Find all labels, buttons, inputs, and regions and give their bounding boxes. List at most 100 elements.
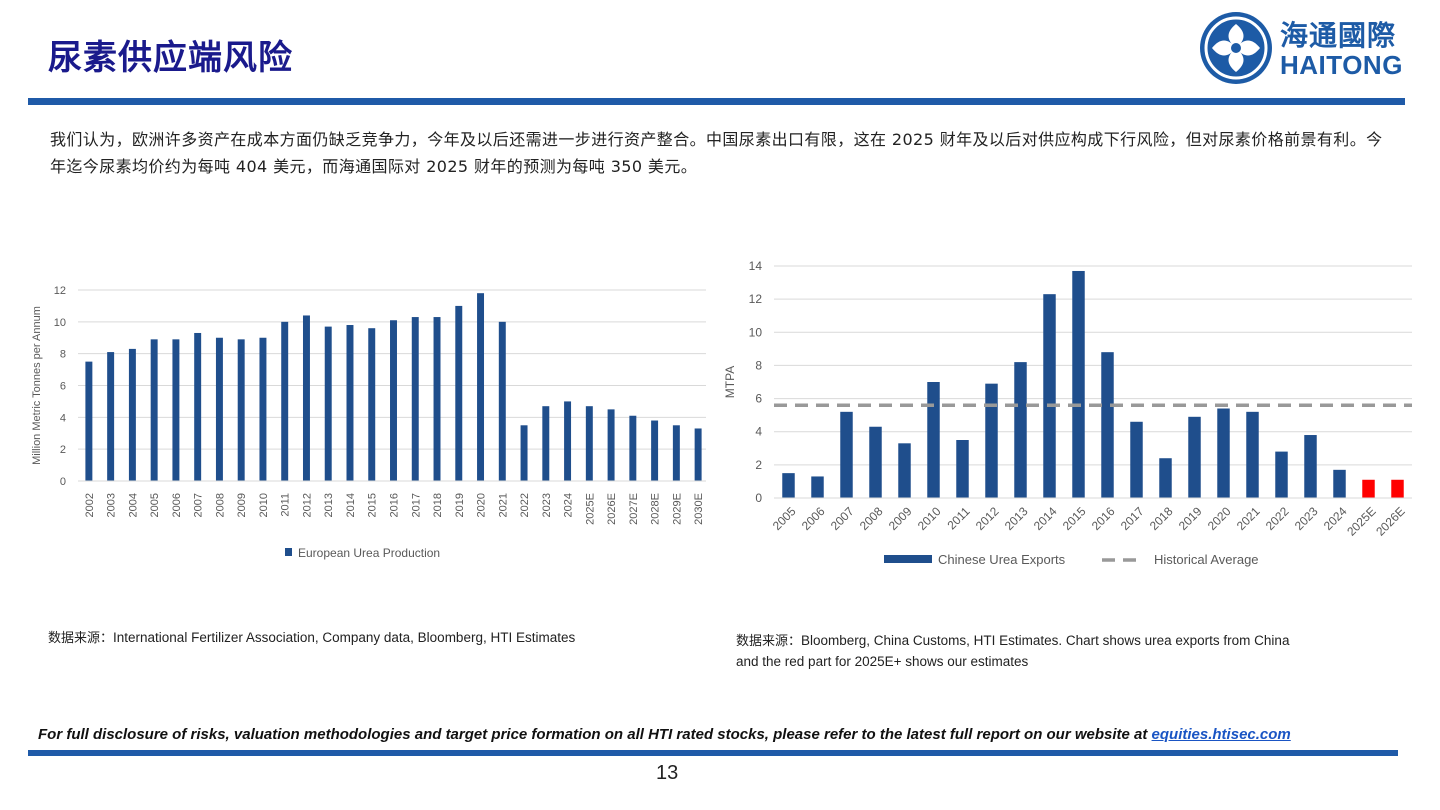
y-tick-label: 8 bbox=[60, 349, 66, 361]
x-tick-label: 2002 bbox=[84, 493, 96, 517]
bar bbox=[782, 473, 795, 498]
left-chart-source: 数据来源：International Fertilizer Associatio… bbox=[48, 628, 575, 649]
x-tick-label: 2008 bbox=[214, 493, 226, 517]
x-tick-label: 2021 bbox=[1234, 504, 1263, 533]
x-tick-label: 2015 bbox=[367, 493, 379, 517]
bar bbox=[390, 320, 397, 481]
x-tick-label: 2022 bbox=[519, 493, 531, 517]
logo-text-english: HAITONG bbox=[1280, 50, 1403, 80]
x-tick-label: 2007 bbox=[193, 493, 205, 517]
bar bbox=[1188, 416, 1201, 498]
x-tick-label: 2012 bbox=[973, 504, 1002, 533]
x-tick-label: 2020 bbox=[1205, 504, 1234, 533]
bar bbox=[150, 339, 158, 481]
bar bbox=[259, 337, 267, 481]
x-tick-label: 2004 bbox=[127, 493, 139, 517]
bar bbox=[237, 339, 245, 481]
y-tick-label: 0 bbox=[755, 491, 762, 505]
y-tick-label: 4 bbox=[755, 425, 762, 439]
x-tick-label: 2010 bbox=[915, 504, 944, 533]
x-tick-label: 2022 bbox=[1263, 504, 1292, 533]
bar bbox=[1159, 458, 1172, 498]
bar bbox=[1101, 352, 1114, 498]
right-source-text-line2: and the red part for 2025E+ shows our es… bbox=[736, 654, 1029, 669]
x-tick-label: 2009 bbox=[236, 493, 248, 517]
bar bbox=[672, 425, 680, 481]
page-title: 尿素供应端风险 bbox=[48, 38, 293, 78]
bar bbox=[1043, 294, 1056, 498]
x-tick-label: 2026E bbox=[1373, 504, 1407, 538]
x-tick-label: 2021 bbox=[497, 493, 509, 517]
y-tick-label: 4 bbox=[60, 412, 66, 424]
y-tick-label: 6 bbox=[60, 381, 66, 393]
x-tick-label: 2009 bbox=[886, 504, 915, 533]
bar bbox=[346, 325, 354, 481]
legend-label: Chinese Urea Exports bbox=[938, 552, 1066, 567]
bar bbox=[840, 411, 853, 498]
bar bbox=[1362, 479, 1375, 498]
right-source-text-line1: Bloomberg, China Customs, HTI Estimates.… bbox=[801, 633, 1290, 648]
bar bbox=[128, 348, 136, 481]
x-tick-label: 2023 bbox=[541, 493, 553, 517]
legend-label: Historical Average bbox=[1154, 552, 1259, 567]
x-tick-label: 2027E bbox=[628, 493, 640, 525]
x-tick-label: 2017 bbox=[410, 493, 422, 517]
bar bbox=[811, 476, 824, 498]
x-tick-label: 2020 bbox=[476, 493, 488, 517]
bar bbox=[455, 305, 463, 481]
y-tick-label: 12 bbox=[54, 285, 66, 297]
bar bbox=[927, 382, 940, 498]
bar bbox=[651, 420, 659, 481]
x-tick-label: 2023 bbox=[1292, 504, 1321, 533]
bar bbox=[1275, 451, 1288, 498]
x-tick-label: 2025E bbox=[1344, 504, 1378, 538]
y-axis-label: Million Metric Tonnes per Annum bbox=[31, 306, 43, 465]
bar bbox=[281, 321, 289, 481]
x-tick-label: 2025E bbox=[584, 493, 596, 525]
x-tick-label: 2016 bbox=[389, 493, 401, 517]
x-tick-label: 2014 bbox=[345, 493, 357, 517]
y-tick-label: 0 bbox=[60, 476, 66, 488]
x-tick-label: 2028E bbox=[650, 493, 662, 525]
body-paragraph: 我们认为，欧洲许多资产在成本方面仍缺乏竞争力，今年及以后还需进一步进行资产整合。… bbox=[50, 130, 1383, 176]
x-tick-label: 2026E bbox=[606, 493, 618, 525]
y-tick-label: 2 bbox=[755, 458, 762, 472]
right-chart-source: 数据来源：Bloomberg, China Customs, HTI Estim… bbox=[736, 631, 1376, 673]
bar bbox=[1333, 469, 1346, 498]
website-link[interactable]: equities.htisec.com bbox=[1151, 726, 1291, 743]
disclaimer-text: For full disclosure of risks, valuation … bbox=[38, 726, 1152, 743]
legend-swatch bbox=[884, 555, 932, 563]
disclaimer: For full disclosure of risks, valuation … bbox=[38, 726, 1291, 743]
bar bbox=[411, 317, 419, 481]
y-tick-label: 12 bbox=[749, 292, 763, 306]
x-tick-label: 2019 bbox=[454, 493, 466, 517]
x-tick-label: 2012 bbox=[301, 493, 313, 517]
bar bbox=[1217, 408, 1230, 498]
header-divider bbox=[28, 98, 1405, 105]
haitong-logo: 海通國際 HAITONG bbox=[1198, 10, 1408, 86]
left-source-text: International Fertilizer Association, Co… bbox=[113, 630, 576, 645]
bar bbox=[564, 401, 572, 481]
footer-divider bbox=[28, 750, 1398, 756]
bar bbox=[302, 315, 310, 481]
x-tick-label: 2030E bbox=[693, 493, 705, 525]
y-axis-label: MTPA bbox=[723, 366, 737, 398]
x-tick-label: 2015 bbox=[1060, 504, 1089, 533]
x-tick-label: 2006 bbox=[171, 493, 183, 517]
y-tick-label: 10 bbox=[54, 317, 66, 329]
page-number: 13 bbox=[656, 762, 679, 784]
y-tick-label: 2 bbox=[60, 444, 66, 456]
european-urea-production-chart: 0 2 4 6 8 10 12 Million Metric Tonnes per Annum… bbox=[31, 285, 706, 560]
x-tick-label: 2010 bbox=[258, 493, 270, 517]
y-tick-label: 10 bbox=[749, 325, 763, 339]
bar bbox=[956, 440, 969, 498]
x-tick-label: 2003 bbox=[106, 493, 118, 517]
bar bbox=[585, 406, 593, 481]
bar bbox=[215, 337, 223, 481]
x-tick-label: 2005 bbox=[149, 493, 161, 517]
x-tick-label: 2008 bbox=[857, 504, 886, 533]
logo-text-chinese: 海通國際 bbox=[1280, 19, 1397, 52]
legend-swatch bbox=[285, 548, 292, 556]
bar bbox=[1304, 435, 1317, 498]
